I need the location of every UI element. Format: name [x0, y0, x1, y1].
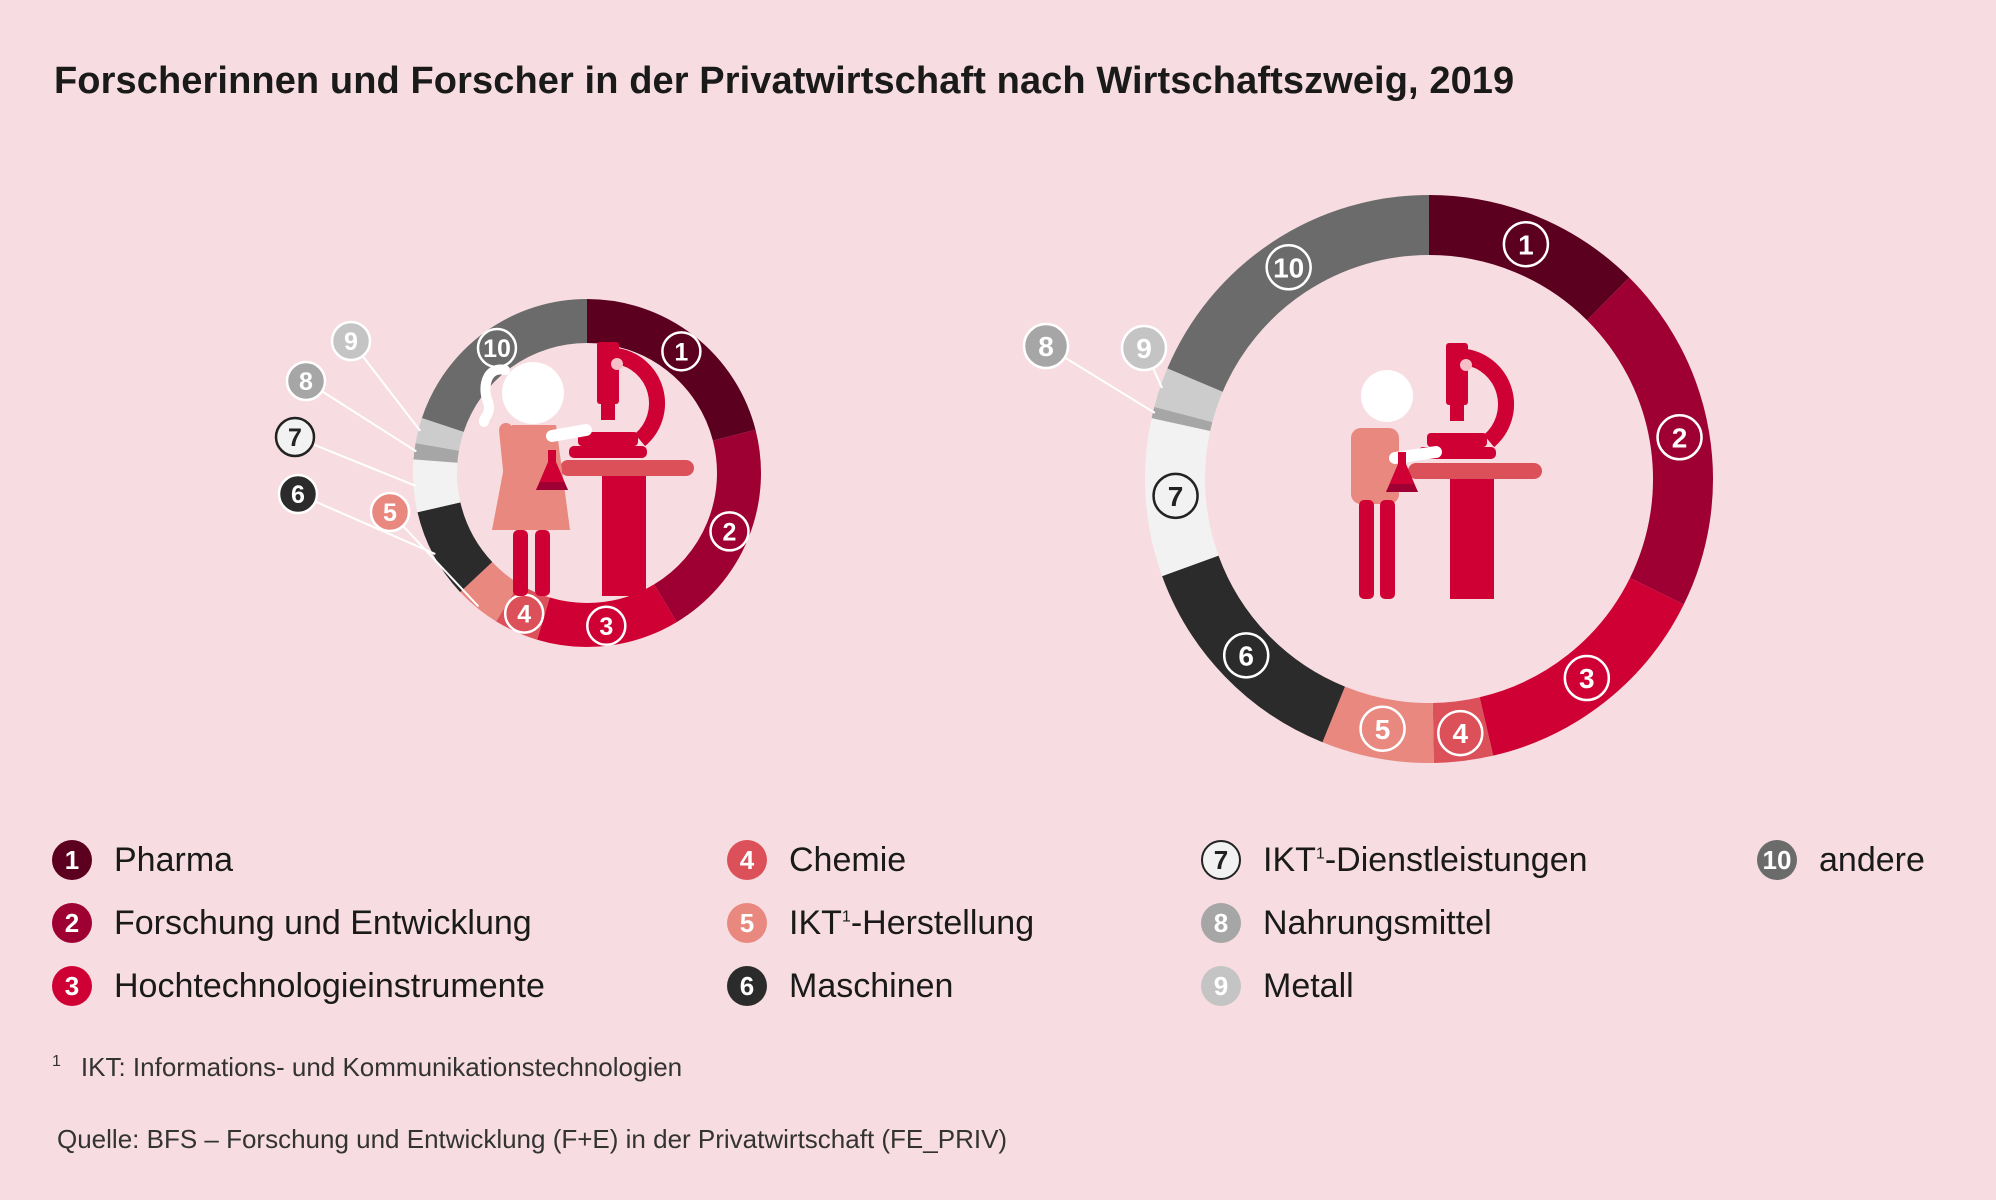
legend-item-8: 8 Nahrungsmittel	[1201, 903, 1492, 943]
leader-line-5	[389, 511, 480, 608]
segment-number-10: 10	[483, 335, 511, 363]
segment-number-5: 5	[383, 499, 397, 527]
donut-segment-5	[460, 561, 520, 622]
segment-badge-7	[274, 416, 316, 458]
segment-number-4: 4	[1453, 718, 1469, 749]
segment-number-2: 2	[723, 518, 737, 546]
legend-badge-7: 7	[1201, 840, 1241, 880]
legend-item-3: 3 Hochtechnologieinstrumente	[52, 966, 545, 1006]
legend-label-8: Nahrungsmittel	[1263, 903, 1492, 942]
segment-number-6: 6	[1238, 640, 1254, 671]
donut-chart-small: 1 2 3 4 5 6 7 8 9 10	[274, 299, 761, 647]
segment-number-8: 8	[1038, 331, 1054, 362]
segment-badge-3	[1563, 654, 1611, 702]
female-researcher-icon	[478, 342, 694, 596]
leader-line-7	[294, 436, 416, 487]
legend-label-1: Pharma	[114, 840, 234, 879]
legend-item-1: 1 Pharma	[52, 840, 233, 880]
footnote-text: IKT: Informations- und Kommunikationstec…	[80, 1052, 683, 1082]
segment-number-5: 5	[1375, 714, 1391, 745]
segment-badge-5	[369, 491, 411, 533]
legend-badge-6: 6	[727, 966, 767, 1006]
legend-label-10: andere	[1819, 840, 1925, 879]
footnote-mark: 1	[52, 1053, 61, 1071]
legend-badge-3: 3	[52, 966, 92, 1006]
donut-segment-6	[417, 501, 493, 593]
donut-segment-9	[415, 417, 464, 452]
segment-badge-8	[1022, 322, 1070, 370]
legend-badge-9: 9	[1201, 966, 1241, 1006]
segment-badge-9	[330, 320, 372, 362]
leader-line-8	[305, 380, 417, 453]
segment-badge-5	[1359, 705, 1406, 752]
legend-item-5: 5 IKT1-Herstellung	[727, 903, 1034, 943]
donut-segment-9	[1154, 368, 1223, 423]
legend-badge-1: 1	[52, 840, 92, 880]
segment-number-7: 7	[1168, 481, 1184, 512]
legend-item-10: 10 andere	[1757, 840, 1925, 880]
legend-item-2: 2 Forschung und Entwicklung	[52, 903, 532, 943]
segment-badge-1	[1502, 220, 1550, 268]
segment-badge-2	[1656, 414, 1703, 461]
segment-badge-9	[1120, 324, 1168, 372]
donut-segment-3	[1479, 577, 1684, 756]
segment-number-9: 9	[344, 328, 358, 356]
segment-badge-10	[1265, 244, 1312, 291]
donut-segment-8	[1151, 406, 1213, 432]
legend-item-6: 6 Maschinen	[727, 966, 953, 1006]
segment-number-1: 1	[1518, 229, 1534, 260]
legend-label-7: IKT1-Dienstleistungen	[1263, 840, 1588, 879]
donut-segment-7	[413, 459, 461, 513]
segment-number-4: 4	[517, 601, 531, 629]
segment-number-1: 1	[674, 338, 688, 366]
legend-label-2: Forschung und Entwicklung	[114, 903, 532, 942]
legend-label-6: Maschinen	[789, 966, 954, 1005]
segment-number-9: 9	[1136, 333, 1152, 364]
segment-badge-6	[277, 473, 319, 515]
donut-segment-10	[1167, 195, 1430, 393]
legend-badge-5: 5	[727, 903, 767, 943]
legend-badge-10: 10	[1757, 840, 1797, 880]
segment-badge-1	[661, 331, 702, 372]
donut-chart-large: 1 2 3 4 5 6 7 8 9 10	[1022, 195, 1713, 763]
segment-number-7: 7	[288, 424, 302, 452]
microscope-icon	[569, 342, 665, 458]
segment-badge-6	[1222, 632, 1270, 679]
chart-title: Forscherinnen und Forscher in der Privat…	[54, 60, 1515, 102]
legend-badge-4: 4	[727, 840, 767, 880]
segment-number-6: 6	[291, 481, 305, 509]
legend-item-9: 9 Metall	[1201, 966, 1354, 1006]
legend-badge-8: 8	[1201, 903, 1241, 943]
source-note: Quelle: BFS – Forschung und Entwicklung …	[57, 1124, 1008, 1154]
segment-badge-2	[709, 511, 750, 552]
microscope-icon	[1418, 343, 1514, 459]
segment-badge-4	[1437, 709, 1484, 757]
segment-number-2: 2	[1672, 422, 1688, 453]
legend-label-9: Metall	[1263, 966, 1354, 1005]
segment-number-3: 3	[599, 613, 613, 641]
legend-item-7: 7 IKT1-Dienstleistungen	[1201, 840, 1588, 880]
footnote: 1 IKT: Informations- und Kommunikationste…	[52, 1052, 682, 1083]
legend-badge-2: 2	[52, 903, 92, 943]
legend-item-4: 4 Chemie	[727, 840, 906, 880]
segment-badge-8	[285, 360, 327, 402]
segment-badge-7	[1152, 472, 1199, 520]
legend-label-5: IKT1-Herstellung	[789, 903, 1035, 942]
male-researcher-icon	[1351, 343, 1542, 599]
segment-number-10: 10	[1273, 252, 1304, 283]
segment-number-8: 8	[299, 368, 313, 396]
donut-segment-8	[413, 443, 459, 464]
legend-label-4: Chemie	[789, 840, 907, 879]
segment-number-3: 3	[1579, 663, 1595, 694]
segment-badge-3	[586, 605, 627, 647]
leader-line-6	[297, 493, 436, 555]
legend-label-3: Hochtechnologieinstrumente	[114, 966, 545, 1005]
